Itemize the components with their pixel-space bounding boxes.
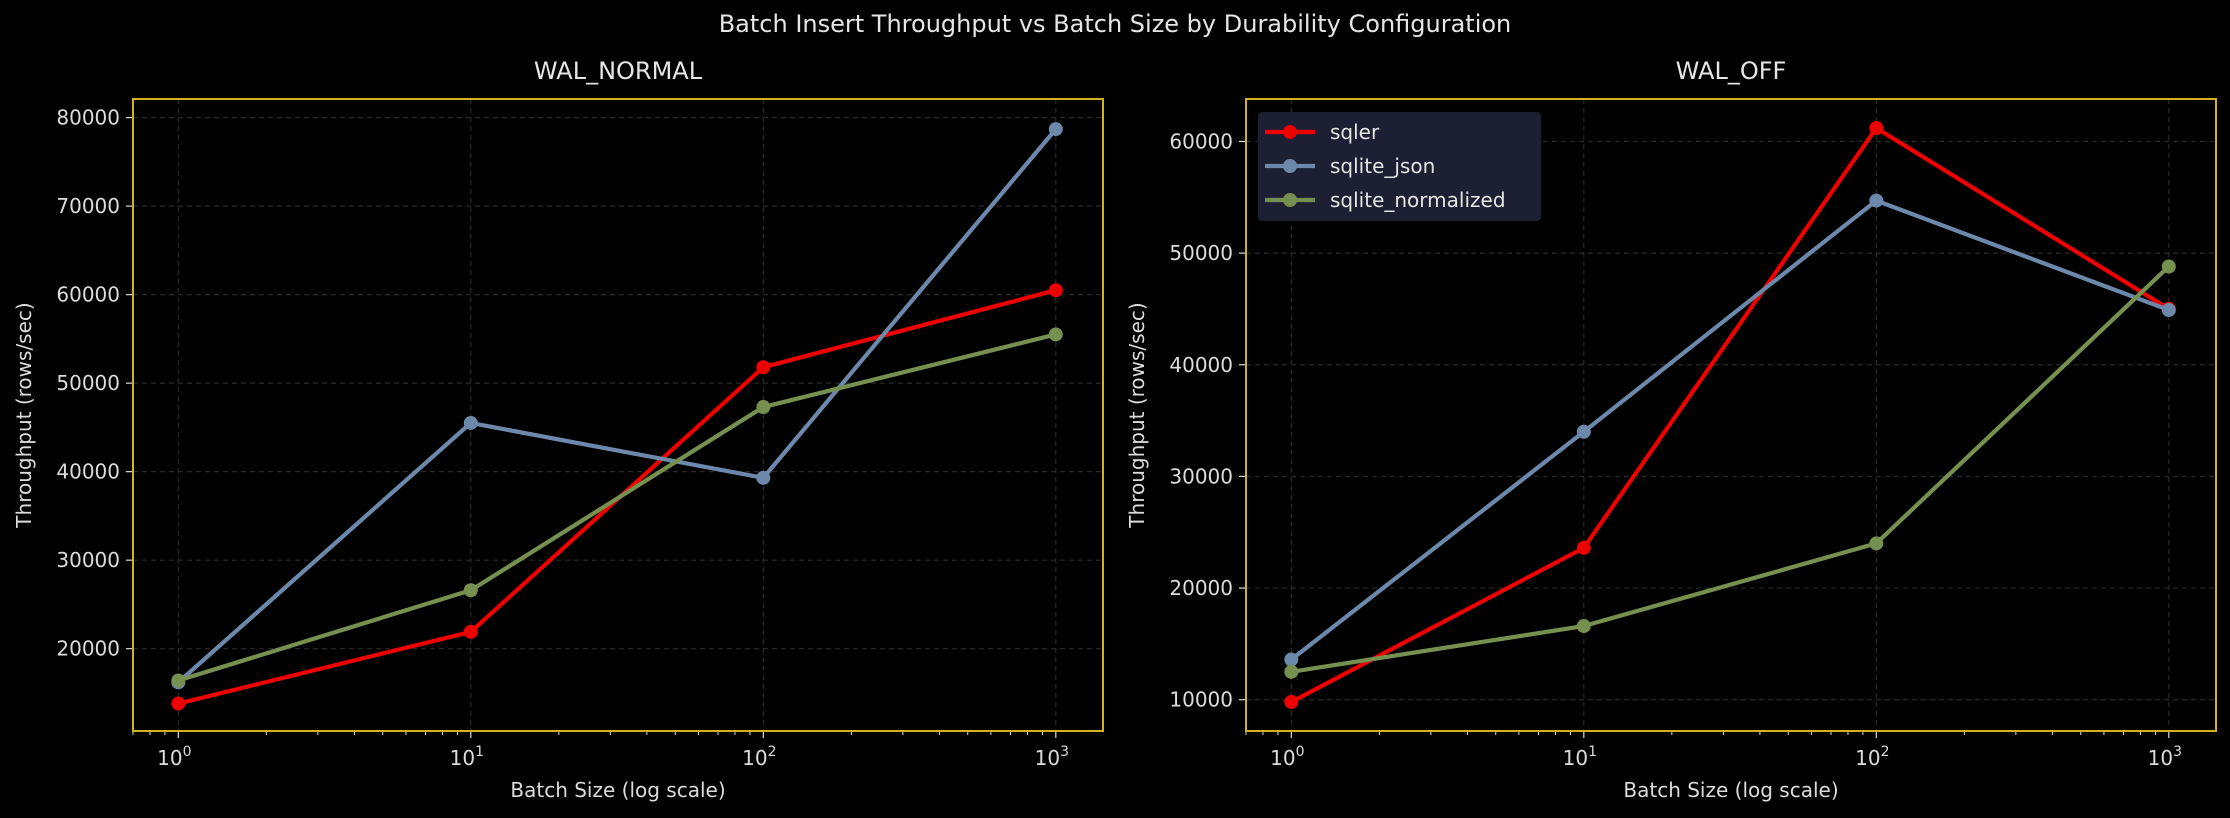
series-line-sqlite-normalized	[177, 332, 1057, 683]
subplot-title: WAL_NORMAL	[534, 57, 703, 85]
x-tick-label: 100	[157, 744, 191, 770]
data-point-sqlite-normalized	[1576, 619, 1591, 634]
y-tick-label: 20000	[1169, 576, 1233, 600]
subplot-wal-off: WAL_OFF 10000 20000 30000 40000 50000 60000 100…	[1125, 57, 2217, 802]
subplot-title: WAL_OFF	[1676, 57, 1787, 85]
axes-frame	[1245, 98, 2217, 732]
y-tick-label: 50000	[1169, 241, 1233, 265]
x-tick-label: 103	[2148, 744, 2182, 770]
data-point-sqler	[463, 624, 478, 639]
legend-label: sqlite_json	[1330, 154, 1435, 178]
data-point-sqlite-json	[1869, 193, 1884, 208]
y-tick-label: 40000	[1169, 353, 1233, 377]
x-tick-label: 100	[1270, 744, 1304, 770]
data-point-sqlite-json	[1576, 424, 1591, 439]
subplot-wal-normal: WAL_NORMAL 20000 30000 40000 50000 60000 70000…	[12, 57, 1104, 802]
legend: sqler sqlite_json sqlite_normalized	[1258, 112, 1541, 221]
y-tick-label: 20000	[56, 637, 120, 661]
y-tick-label: 50000	[56, 371, 120, 395]
x-tick-label: 102	[742, 744, 776, 770]
series-line-sqlite-json	[176, 127, 1058, 684]
legend-label: sqler	[1330, 120, 1380, 144]
legend-item-sqlite-normalized: sqlite_normalized	[1265, 188, 1506, 212]
data-point-sqlite-normalized	[2161, 259, 2176, 274]
y-tick-label: 80000	[56, 106, 120, 130]
data-point-sqlite-json	[756, 470, 771, 485]
figure-title: Batch Insert Throughput vs Batch Size by…	[718, 10, 1512, 38]
x-axis-label: Batch Size (log scale)	[1623, 778, 1838, 802]
y-axis-label: Throughput (rows/sec)	[1125, 302, 1149, 528]
y-tick-label: 10000	[1169, 688, 1233, 712]
y-tick-label: 40000	[56, 460, 120, 484]
x-tick-label: 101	[450, 744, 484, 770]
legend-box	[1258, 112, 1541, 221]
axes-frame	[132, 98, 1104, 732]
data-point-sqler	[1869, 121, 1884, 136]
data-point-sqlite-normalized	[1048, 327, 1063, 342]
y-tick-label: 30000	[56, 548, 120, 572]
x-axis-label: Batch Size (log scale)	[510, 778, 725, 802]
legend-item-sqlite-json: sqlite_json	[1265, 154, 1435, 178]
data-point-sqlite-json	[1284, 652, 1299, 667]
data-point-sqler	[1048, 283, 1063, 298]
data-point-sqlite-normalized	[1869, 536, 1884, 551]
data-point-sqlite-normalized	[756, 400, 771, 415]
data-point-sqler	[1284, 694, 1299, 709]
data-point-sqlite-json	[1048, 122, 1063, 137]
series-line-sqlite-normalized	[1290, 264, 2171, 674]
data-point-sqler	[756, 360, 771, 375]
legend-marker-icon	[1283, 125, 1297, 139]
y-axis-label: Throughput (rows/sec)	[12, 302, 36, 528]
y-tick-label: 60000	[1169, 129, 1233, 153]
data-point-sqler	[1576, 540, 1591, 555]
y-tick-label: 30000	[1169, 464, 1233, 488]
legend-marker-icon	[1283, 193, 1297, 207]
legend-item-sqler: sqler	[1265, 120, 1380, 144]
legend-marker-icon	[1283, 159, 1297, 173]
x-tick-label: 103	[1035, 744, 1069, 770]
x-tick-label: 102	[1855, 744, 1889, 770]
series-line-sqlite-json	[1290, 198, 2170, 662]
y-tick-label: 60000	[56, 283, 120, 307]
data-point-sqlite-json	[463, 415, 478, 430]
data-point-sqlite-normalized	[1284, 664, 1299, 679]
data-point-sqlite-normalized	[463, 583, 478, 598]
y-tick-label: 70000	[56, 194, 120, 218]
data-point-sqler	[171, 696, 186, 711]
legend-label: sqlite_normalized	[1330, 188, 1506, 212]
x-tick-label: 101	[1563, 744, 1597, 770]
series-line-sqler	[1290, 125, 2170, 704]
data-point-sqlite-json	[2161, 303, 2176, 318]
data-point-sqlite-normalized	[171, 673, 186, 688]
